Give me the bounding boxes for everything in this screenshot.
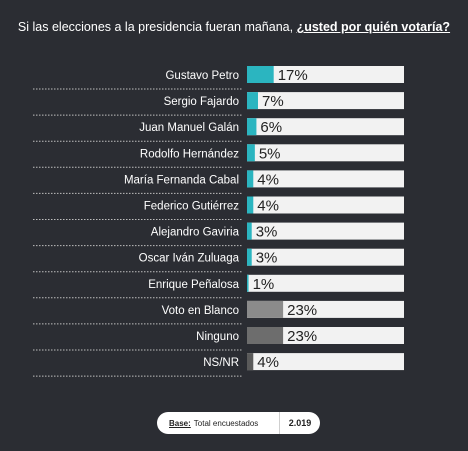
bar-track xyxy=(247,327,404,344)
bar xyxy=(247,196,254,214)
question-prefix: Si las elecciones a la presidencia fuera… xyxy=(17,20,297,34)
value-label: 17% xyxy=(278,67,308,84)
category-label: Ninguno xyxy=(196,331,239,343)
value-label: 1% xyxy=(253,276,275,293)
value-label: 4% xyxy=(257,171,279,188)
value-label: 5% xyxy=(259,145,281,162)
category-label: Gustavo Petro xyxy=(165,70,239,82)
bar xyxy=(247,353,254,371)
bar xyxy=(247,222,252,240)
bar-track xyxy=(247,300,404,318)
value-label: 7% xyxy=(262,93,284,110)
bar-track xyxy=(247,353,404,371)
category-label: Federico Gutiérrez xyxy=(144,201,239,213)
category-label: Sergio Fajardo xyxy=(164,96,239,108)
bar xyxy=(247,118,257,136)
base-label: Base: xyxy=(169,418,191,428)
bar-track xyxy=(247,222,404,240)
value-label: 4% xyxy=(257,198,279,215)
category-label: Oscar Iván Zuluaga xyxy=(139,253,240,265)
bar xyxy=(247,327,284,344)
bar-track xyxy=(247,170,404,188)
value-label: 6% xyxy=(260,119,282,136)
bar-track xyxy=(247,144,404,162)
bar-track xyxy=(247,118,404,136)
category-label: Enrique Peñalosa xyxy=(148,279,239,291)
base-description: Total encuestados xyxy=(193,418,259,428)
sample-base-badge: Base: Total encuestados 2.019 xyxy=(157,412,320,434)
value-label: 23% xyxy=(287,328,317,345)
category-label: Voto en Blanco xyxy=(162,305,239,317)
value-label: 23% xyxy=(287,302,317,319)
bar xyxy=(247,144,255,162)
value-label: 3% xyxy=(256,250,278,267)
bar xyxy=(247,300,284,318)
category-label: María Fernanda Cabal xyxy=(124,174,239,186)
bar-track xyxy=(247,92,404,110)
category-label: Rodolfo Hernández xyxy=(140,148,239,160)
bar xyxy=(247,274,249,292)
value-label: 4% xyxy=(257,354,279,371)
chart-question: Si las elecciones a la presidencia fuera… xyxy=(0,20,468,34)
category-label: NS/NR xyxy=(203,357,239,369)
category-label: Alejandro Gaviria xyxy=(151,227,240,239)
question-emphasis: ¿usted por quién votaría? xyxy=(296,20,451,34)
bar-track xyxy=(247,248,404,266)
category-label: Juan Manuel Galán xyxy=(139,122,239,134)
bar xyxy=(247,92,258,110)
bar-track xyxy=(247,196,404,214)
value-label: 3% xyxy=(256,224,278,241)
bar-track xyxy=(247,274,404,292)
bar-track xyxy=(247,66,404,83)
base-value: 2.019 xyxy=(279,412,320,434)
bar xyxy=(247,170,254,188)
bar xyxy=(247,248,252,266)
bar xyxy=(247,66,274,83)
